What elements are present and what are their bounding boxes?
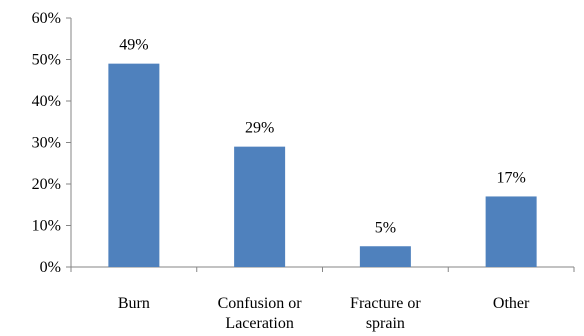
y-tick-label: 0% [40,259,61,276]
x-category-label: Fracture or sprain [350,295,421,332]
x-category-label-line: sprain [366,315,405,332]
y-tick-label: 60% [32,10,61,27]
y-tick-label: 20% [32,176,61,193]
y-tick-label: 30% [32,135,61,152]
x-category-label-line: Fracture or [350,295,421,312]
bar [485,196,537,267]
y-tick-label: 40% [32,93,61,110]
bar-value-label: 29% [245,120,274,137]
x-category-label-line: Laceration [225,315,293,332]
category-labels: Burn Confusion or Laceration Fracture or spr… [118,295,530,332]
bar [108,63,160,268]
y-axis: 0% 10% 20% 30% 40% 50% 60% [32,10,72,276]
x-category-label: Confusion or Laceration [218,295,303,332]
bars [108,63,537,268]
x-category-label-line: Other [493,295,530,312]
bar [234,146,286,267]
x-category-label-line: Burn [118,295,150,312]
x-category-label: Burn [118,295,150,312]
x-axis [70,266,575,272]
x-category-label: Other [493,295,530,312]
bar-value-label: 5% [375,219,396,236]
y-tick-label: 50% [32,52,61,69]
data-labels: 49% 29% 5% 17% [119,37,526,237]
bar [359,246,411,267]
bar-value-label: 49% [119,37,148,54]
x-category-label-line: Confusion or [218,295,303,312]
bar-value-label: 17% [496,169,525,186]
y-tick-label: 10% [32,218,61,235]
